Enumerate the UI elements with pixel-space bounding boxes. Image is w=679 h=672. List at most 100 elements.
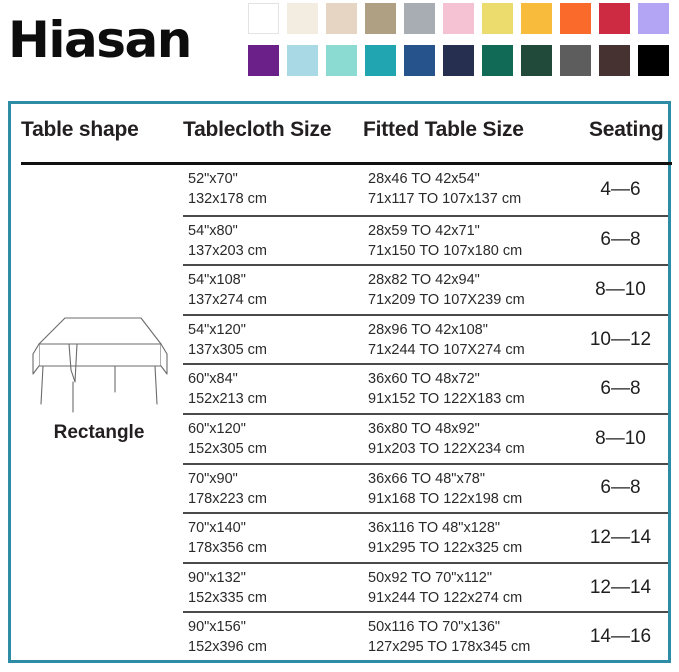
color-swatch-dark-gray[interactable]: [560, 45, 591, 76]
color-swatch-taupe[interactable]: [365, 3, 396, 34]
color-swatch-pink[interactable]: [443, 3, 474, 34]
tablecloth-size-inches: 54"x80": [188, 222, 238, 239]
color-swatch-beige[interactable]: [326, 3, 357, 34]
color-swatch-lavender[interactable]: [638, 3, 669, 34]
cell-seating: 4—6: [573, 165, 668, 215]
tablecloth-size-inches: 70"x90": [188, 470, 238, 487]
cell-seating: 8—10: [573, 415, 668, 463]
cell-seating: 12—14: [573, 514, 668, 562]
table-row: 60"x120" 152x305 cm 36x80 TO 48x92" 91x203 …: [183, 412, 668, 463]
cell-seating: 14—16: [573, 613, 668, 661]
cell-seating: 10—12: [573, 316, 668, 364]
tablecloth-size-cm: 152x396 cm: [188, 639, 267, 656]
color-swatch-brown[interactable]: [599, 45, 630, 76]
seating-value: 12—14: [589, 526, 652, 548]
color-swatch-hunter-green[interactable]: [521, 45, 552, 76]
cell-fitted-table-size: 28x46 TO 42x54" 71x117 TO 107x137 cm: [368, 169, 521, 209]
cell-tablecloth-size: 54"x80" 137x203 cm: [188, 221, 267, 261]
tablecloth-size-cm: 137x203 cm: [188, 242, 267, 259]
table-row: 54"x80" 137x203 cm 28x59 TO 42x71" 71x150 T…: [183, 214, 668, 265]
tablecloth-size-cm: 132x178 cm: [188, 191, 267, 207]
cell-fitted-table-size: 28x82 TO 42x94" 71x209 TO 107X239 cm: [368, 270, 525, 310]
table-row: 60"x84" 152x213 cm 36x60 TO 48x72" 91x152 T…: [183, 363, 668, 413]
fitted-size-cm: 71x244 TO 107X274 cm: [368, 341, 525, 358]
cell-seating: 6—8: [573, 465, 668, 513]
table-header-row: Table shape Tablecloth Size Fitted Table…: [11, 118, 672, 165]
table-row: 70"x90" 178x223 cm 36x66 TO 48"x78" 91x168 …: [183, 462, 668, 513]
cell-tablecloth-size: 90"x132" 152x335 cm: [188, 568, 267, 608]
tablecloth-size-cm: 137x305 cm: [188, 341, 267, 358]
cell-fitted-table-size: 36x66 TO 48"x78" 91x168 TO 122x198 cm: [368, 469, 522, 509]
seating-value: 4—6: [600, 178, 641, 200]
color-swatch-purple[interactable]: [248, 45, 279, 76]
cell-tablecloth-size: 54"x120" 137x305 cm: [188, 320, 267, 360]
brand-header: Hiasan: [0, 0, 679, 90]
fitted-size-cm: 91x203 TO 122X234 cm: [368, 440, 525, 457]
color-swatch-emerald[interactable]: [482, 45, 513, 76]
tablecloth-size-cm: 137x274 cm: [188, 292, 267, 309]
cell-tablecloth-size: 70"x140" 178x356 cm: [188, 518, 267, 558]
cell-seating: 12—14: [573, 564, 668, 612]
color-swatch-orange[interactable]: [560, 3, 591, 34]
cell-fitted-table-size: 28x96 TO 42x108" 71x244 TO 107X274 cm: [368, 320, 525, 360]
tablecloth-size-cm: 178x356 cm: [188, 540, 267, 557]
fitted-size-cm: 71x150 TO 107x180 cm: [368, 242, 523, 259]
cell-tablecloth-size: 70"x90" 178x223 cm: [188, 469, 267, 509]
cell-seating: 6—8: [573, 217, 668, 265]
color-swatch-light-blue[interactable]: [287, 45, 318, 76]
cell-tablecloth-size: 60"x120" 152x305 cm: [188, 419, 267, 459]
fitted-size-cm: 91x152 TO 122X183 cm: [368, 391, 525, 408]
color-swatch-red[interactable]: [599, 3, 630, 34]
color-swatch-navy[interactable]: [443, 45, 474, 76]
fitted-size-inches: 28x46 TO 42x54": [368, 171, 480, 187]
tablecloth-size-inches: 54"x120": [188, 321, 246, 338]
fitted-size-cm: 91x244 TO 122x274 cm: [368, 589, 523, 606]
table-shape-label: Rectangle: [53, 422, 145, 443]
fitted-size-cm: 91x295 TO 122x325 cm: [368, 540, 523, 557]
fitted-size-inches: 36x80 TO 48x92": [368, 420, 480, 437]
color-swatch-black[interactable]: [638, 45, 669, 76]
column-header-seating: Seating: [589, 118, 664, 141]
fitted-size-cm: 71x209 TO 107X239 cm: [368, 292, 525, 309]
swatch-row-1: [248, 3, 672, 34]
fitted-size-inches: 50x92 TO 70"x112": [368, 569, 492, 586]
table-shape-column: Rectangle: [15, 304, 183, 444]
tablecloth-size-cm: 152x213 cm: [188, 391, 267, 408]
size-chart-card: Table shape Tablecloth Size Fitted Table…: [8, 101, 672, 663]
seating-value: 6—8: [600, 378, 641, 400]
fitted-size-inches: 36x116 TO 48"x128": [368, 520, 501, 537]
tablecloth-size-cm: 152x335 cm: [188, 589, 267, 606]
color-swatch-white[interactable]: [248, 3, 279, 34]
tablecloth-size-inches: 54"x108": [188, 272, 246, 289]
tablecloth-size-inches: 70"x140": [188, 520, 246, 537]
color-swatch-ivory[interactable]: [287, 3, 318, 34]
seating-value: 8—10: [595, 427, 646, 449]
tablecloth-size-inches: 52"x70": [188, 171, 238, 187]
rectangle-table-icon: [32, 317, 168, 413]
cell-seating: 6—8: [573, 365, 668, 413]
fitted-size-inches: 36x66 TO 48"x78": [368, 470, 485, 487]
tablecloth-size-inches: 60"x120": [188, 420, 246, 437]
color-swatch-gold[interactable]: [521, 3, 552, 34]
color-swatch-denim-blue[interactable]: [404, 45, 435, 76]
color-swatch-teal[interactable]: [365, 45, 396, 76]
color-swatch-grid: [248, 3, 672, 87]
seating-value: 14—16: [589, 626, 652, 648]
table-row: 54"x108" 137x274 cm 28x82 TO 42x94" 71x209 …: [183, 264, 668, 314]
table-row: 90"x132" 152x335 cm 50x92 TO 70"x112" 91x24…: [183, 561, 668, 612]
fitted-size-cm: 127x295 TO 178x345 cm: [368, 639, 531, 656]
seating-value: 8—10: [595, 278, 646, 300]
color-swatch-aqua[interactable]: [326, 45, 357, 76]
cell-tablecloth-size: 52"x70" 132x178 cm: [188, 169, 267, 209]
column-header-fitted-table-size: Fitted Table Size: [363, 118, 524, 141]
fitted-size-inches: 36x60 TO 48x72": [368, 371, 480, 388]
cell-fitted-table-size: 50x92 TO 70"x112" 91x244 TO 122x274 cm: [368, 568, 522, 608]
header-divider: [21, 162, 672, 165]
brand-logo: Hiasan: [8, 11, 192, 69]
tablecloth-size-cm: 178x223 cm: [188, 490, 267, 507]
color-swatch-light-yellow[interactable]: [482, 3, 513, 34]
seating-value: 10—12: [589, 328, 652, 350]
table-row: 52"x70" 132x178 cm 28x46 TO 42x54" 71x117 T…: [183, 165, 668, 215]
color-swatch-gray[interactable]: [404, 3, 435, 34]
tablecloth-size-inches: 90"x156": [188, 619, 246, 636]
